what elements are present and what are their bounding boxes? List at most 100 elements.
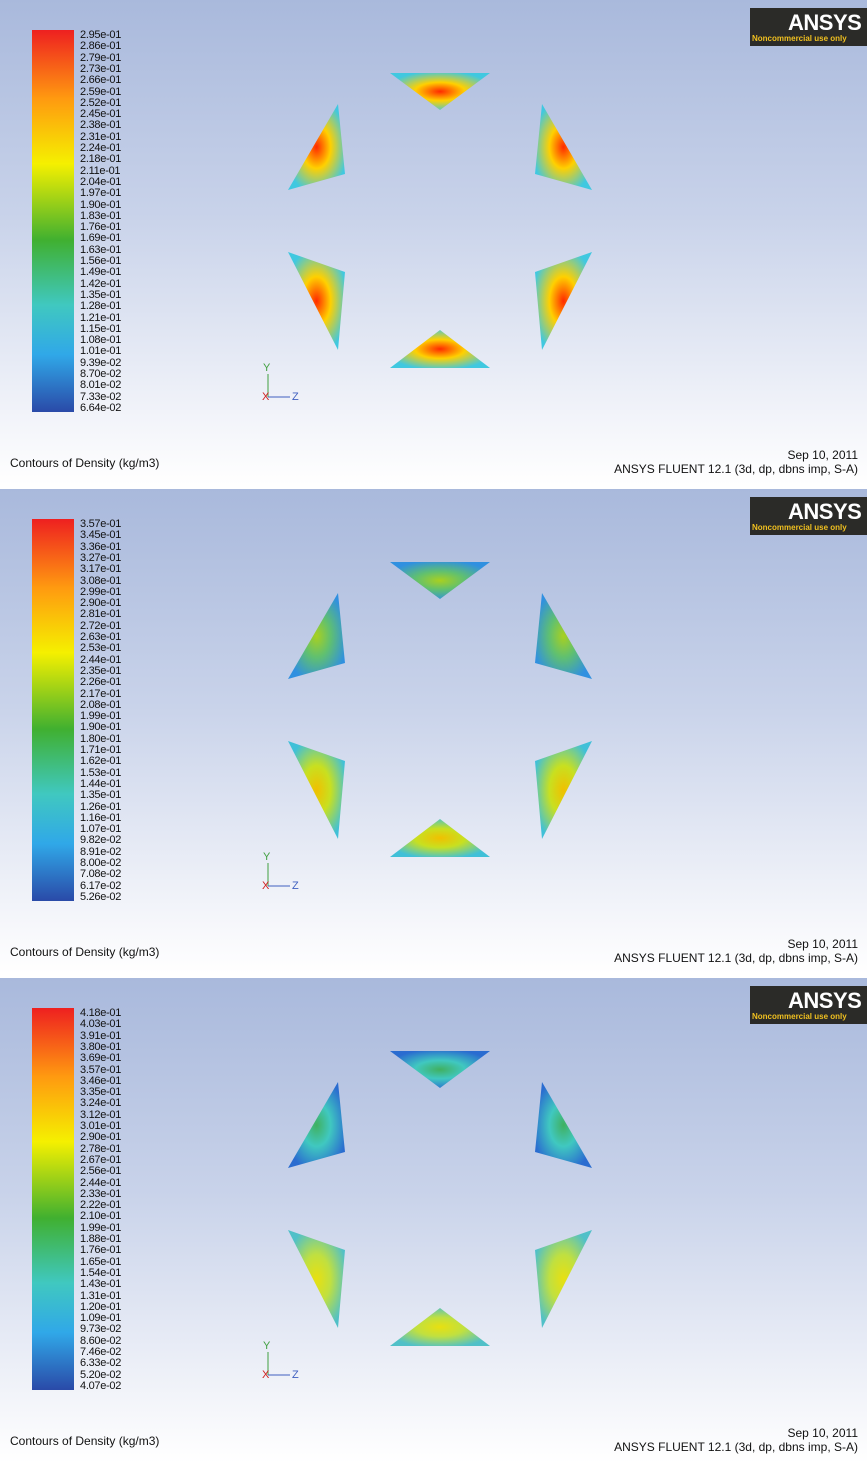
colorbar-label: 5.26e-02: [80, 890, 122, 903]
colorbar-label: 1.43e-01: [80, 1278, 122, 1291]
colorbar-label: 3.35e-01: [80, 1086, 122, 1099]
colorbar-label: 7.46e-02: [80, 1346, 122, 1358]
colorbar-label: 3.91e-01: [80, 1029, 122, 1042]
section-contour: [288, 252, 345, 350]
colorbar-label: 4.18e-01: [80, 1007, 122, 1019]
colorbar-label: 1.69e-01: [80, 232, 122, 245]
colorbar-label: 8.00e-02: [80, 857, 122, 869]
axis-label-y: Y: [263, 1340, 271, 1352]
colorbar-label: 1.35e-01: [80, 288, 122, 301]
caption: Contours of Density (kg/m3): [10, 1434, 160, 1448]
colorbar-label: 2.67e-01: [80, 1153, 122, 1166]
logo: ANSYS Noncommercial use only: [750, 986, 867, 1024]
colorbar-label: 1.21e-01: [80, 311, 122, 324]
colorbar-label: 3.12e-01: [80, 1108, 122, 1121]
colorbar-label: 3.01e-01: [80, 1120, 122, 1132]
colorbar-label: 2.53e-01: [80, 642, 122, 655]
section-contour: [535, 1230, 592, 1328]
colorbar: [32, 519, 74, 901]
colorbar-label: 8.60e-02: [80, 1334, 122, 1347]
section-contour: [390, 1051, 490, 1088]
colorbar-label: 2.45e-01: [80, 108, 122, 121]
section-contour: [535, 252, 592, 350]
colorbar-label: 2.52e-01: [80, 96, 122, 109]
logo: ANSYS Noncommercial use only: [750, 8, 867, 46]
axis-label-z: Z: [292, 1369, 299, 1381]
colorbar-label: 3.17e-01: [80, 563, 122, 576]
colorbar-label: 2.26e-01: [80, 676, 122, 689]
colorbar-label: 3.36e-01: [80, 540, 122, 553]
colorbar-label: 2.56e-01: [80, 1165, 122, 1178]
colorbar-label: 9.39e-02: [80, 356, 122, 369]
colorbar-label: 2.11e-01: [80, 164, 121, 177]
colorbar-label: 1.80e-01: [80, 732, 122, 745]
section-contour: [288, 1230, 345, 1328]
colorbar-label: 2.33e-01: [80, 1187, 122, 1200]
colorbar-label: 1.20e-01: [80, 1300, 122, 1313]
colorbar-label: 1.15e-01: [80, 322, 122, 335]
colorbar-label: 3.57e-01: [80, 518, 122, 530]
caption: Contours of Density (kg/m3): [10, 456, 160, 470]
colorbar-label: 7.08e-02: [80, 868, 122, 881]
colorbar-label: 1.54e-01: [80, 1266, 122, 1279]
colorbar-label: 6.64e-02: [80, 401, 122, 414]
solver-info: ANSYS FLUENT 12.1 (3d, dp, dbns imp, S-A…: [614, 951, 858, 965]
colorbar-label: 2.78e-01: [80, 1142, 122, 1155]
axis-label-y: Y: [263, 362, 271, 374]
solver-info: ANSYS FLUENT 12.1 (3d, dp, dbns imp, S-A…: [614, 1440, 858, 1454]
colorbar-label: 1.71e-01: [80, 744, 122, 756]
colorbar-label: 4.03e-01: [80, 1018, 122, 1031]
colorbar-label: 2.66e-01: [80, 74, 122, 87]
axis-label-z: Z: [292, 391, 299, 403]
axis-label-x: X: [262, 391, 270, 403]
colorbar-label: 2.35e-01: [80, 664, 122, 677]
colorbar-label: 1.28e-01: [80, 300, 122, 313]
colorbar-label: 9.73e-02: [80, 1323, 122, 1336]
colorbar-label: 8.91e-02: [80, 845, 122, 858]
section-contour: [535, 593, 592, 679]
axis-label-y: Y: [263, 851, 271, 863]
colorbar-label: 2.90e-01: [80, 597, 122, 610]
solver-info: ANSYS FLUENT 12.1 (3d, dp, dbns imp, S-A…: [614, 462, 858, 476]
colorbar-label: 5.20e-02: [80, 1368, 122, 1381]
colorbar-label: 2.73e-01: [80, 62, 122, 75]
colorbar-label: 1.35e-01: [80, 789, 122, 802]
colorbar-label: 2.17e-01: [80, 687, 122, 700]
colorbar-label: 1.01e-01: [80, 345, 122, 358]
contour-panel: 2.95e-01 2.86e-01 2.79e-01 2.73e-01 2.66e-01…: [0, 0, 867, 485]
colorbar-label: 3.57e-01: [80, 1063, 122, 1076]
colorbar-label: 2.24e-01: [80, 142, 122, 154]
colorbar-label: 2.99e-01: [80, 585, 122, 598]
colorbar-label: 2.63e-01: [80, 631, 122, 643]
colorbar-label: 1.53e-01: [80, 766, 122, 779]
contour-panel: 4.18e-01 4.03e-01 3.91e-01 3.80e-01 3.69e-01…: [0, 978, 867, 1463]
colorbar-label: 1.26e-01: [80, 800, 122, 813]
colorbar-label: 1.07e-01: [80, 823, 122, 836]
section-contour: [535, 741, 592, 839]
section-contour: [390, 562, 490, 599]
colorbar-label: 1.49e-01: [80, 266, 122, 279]
colorbar-label: 3.27e-01: [80, 551, 122, 564]
colorbar-label: 2.86e-01: [80, 40, 122, 53]
colorbar-label: 2.04e-01: [80, 175, 122, 188]
colorbar-label: 1.16e-01: [80, 811, 122, 824]
colorbar-label: 2.79e-01: [80, 51, 122, 64]
contour-graphics: [32, 30, 592, 412]
caption: Contours of Density (kg/m3): [10, 945, 160, 959]
colorbar: [32, 1008, 74, 1390]
axis-label-z: Z: [292, 880, 299, 892]
section-contour: [288, 1082, 345, 1168]
colorbar-label: 4.07e-02: [80, 1379, 122, 1392]
date: Sep 10, 2011: [787, 937, 858, 951]
colorbar-label: 2.44e-01: [80, 653, 122, 666]
colorbar-label: 7.33e-02: [80, 390, 122, 403]
contour-panel: 3.57e-01 3.45e-01 3.36e-01 3.27e-01 3.17e-01…: [0, 489, 867, 974]
colorbar-label: 3.45e-01: [80, 529, 122, 542]
colorbar-label: 2.31e-01: [80, 130, 122, 143]
logo: ANSYS Noncommercial use only: [750, 497, 867, 535]
colorbar-label: 2.81e-01: [80, 608, 122, 621]
section-contour: [535, 104, 592, 190]
logo-notice: Noncommercial use only: [752, 1012, 847, 1021]
colorbar-label: 1.44e-01: [80, 777, 122, 790]
